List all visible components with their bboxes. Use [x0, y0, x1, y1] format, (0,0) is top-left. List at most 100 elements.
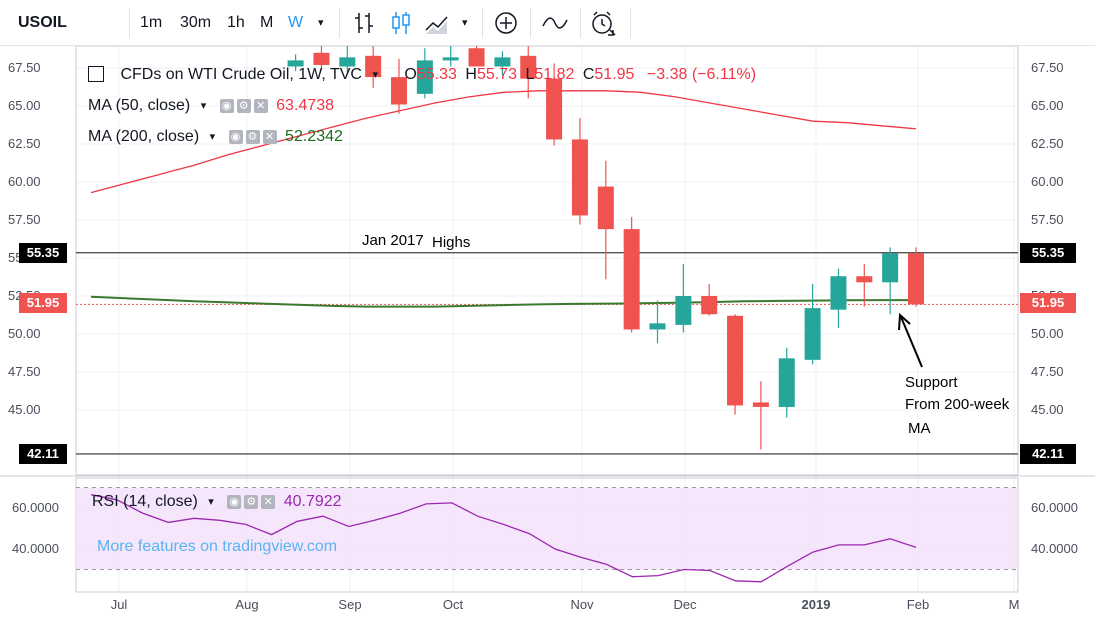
- gear-icon[interactable]: ⚙: [245, 130, 260, 144]
- price-tick-label-right: 50.00: [1031, 326, 1064, 341]
- chevron-down-icon[interactable]: ▾: [372, 69, 378, 81]
- time-tick-label: Oct: [443, 597, 464, 612]
- right-last-price-badge: 51.95: [1020, 293, 1076, 313]
- price-tick-label-left: 45.00: [8, 402, 41, 417]
- candle-body: [597, 186, 614, 230]
- low-label: L: [525, 66, 535, 83]
- eye-icon[interactable]: ◉: [227, 495, 242, 509]
- candle-body: [701, 296, 718, 315]
- time-tick-label: Aug: [235, 597, 258, 612]
- candle-body: [468, 48, 485, 67]
- ma50-legend[interactable]: MA (50, close) ▾ ◉ ⚙ ✕ 63.4738: [88, 95, 334, 117]
- toolbar-divider: [339, 8, 340, 38]
- price-tick-label-left: 47.50: [8, 364, 41, 379]
- chevron-down-icon[interactable]: ▾: [209, 131, 216, 143]
- candle-body: [571, 139, 588, 216]
- chevron-down-icon[interactable]: ▾: [200, 100, 207, 112]
- top-toolbar: USOIL 1m 30m 1h M W ▾ ▾: [0, 0, 1095, 46]
- rsi-line: [90, 494, 917, 583]
- candle-body: [778, 358, 795, 407]
- candle-body: [339, 57, 356, 67]
- main-series-legend[interactable]: CFDs on WTI Crude Oil, 1W, TVC ▾ O55.33 …: [88, 64, 756, 86]
- toolbar-divider: [630, 8, 631, 38]
- price-tick-label-right: 67.50: [1031, 60, 1064, 75]
- support-arrow[interactable]: [900, 316, 923, 368]
- low-value: 51.82: [534, 66, 575, 83]
- candle-body: [882, 253, 899, 283]
- right-level-badge-upper: 55.35: [1020, 243, 1076, 263]
- area-chart-style-icon[interactable]: [422, 8, 452, 38]
- time-tick-label: M: [1009, 597, 1020, 612]
- bar-chart-style-icon[interactable]: [350, 8, 380, 38]
- watermark-link[interactable]: More features on tradingview.com: [97, 538, 338, 555]
- ma200-legend[interactable]: MA (200, close) ▾ ◉ ⚙ ✕ 52.2342: [88, 126, 343, 148]
- gear-icon[interactable]: ⚙: [236, 99, 251, 113]
- chevron-down-icon[interactable]: ▾: [208, 496, 214, 508]
- alert-clock-icon[interactable]: [588, 8, 618, 38]
- close-icon[interactable]: ✕: [261, 495, 276, 509]
- interval-1h[interactable]: 1h: [227, 14, 245, 31]
- rsi-tick-label-left: 40.0000: [12, 541, 59, 556]
- close-label: C: [582, 66, 595, 83]
- candle-body: [442, 57, 459, 61]
- price-tick-label-left: 65.00: [8, 98, 41, 113]
- chart-style-dropdown-icon[interactable]: ▾: [462, 17, 468, 29]
- support-arrow-head: [898, 312, 911, 331]
- symbol-search[interactable]: USOIL: [18, 14, 67, 31]
- rsi-tick-label-right: 60.0000: [1031, 500, 1078, 515]
- eye-icon[interactable]: ◉: [228, 130, 243, 144]
- rsi-series: [90, 494, 917, 583]
- candle-body: [546, 78, 563, 140]
- eye-icon[interactable]: ◉: [219, 99, 234, 113]
- close-icon[interactable]: ✕: [262, 130, 277, 144]
- open-label: O: [404, 66, 417, 83]
- candle-body: [494, 57, 511, 67]
- left-last-price-badge: 51.95: [19, 293, 67, 313]
- toolbar-divider: [530, 8, 531, 38]
- annotation-support-1: Support: [905, 374, 958, 391]
- price-tick-label-right: 65.00: [1031, 98, 1064, 113]
- candle-body: [804, 308, 821, 360]
- price-tick-label-right: 62.50: [1031, 136, 1064, 151]
- right-level-badge-lower: 42.11: [1020, 444, 1076, 464]
- candle-body: [856, 276, 873, 283]
- time-tick-label: Sep: [338, 597, 361, 612]
- collapse-legend-icon[interactable]: [88, 66, 104, 82]
- open-value: 55.33: [416, 66, 457, 83]
- add-indicator-icon[interactable]: [491, 8, 521, 38]
- price-tick-label-right: 45.00: [1031, 402, 1064, 417]
- rsi-legend[interactable]: RSI (14, close) ▾ ◉ ⚙ ✕ 40.7922: [92, 491, 342, 513]
- annotation-jan-2017: Jan 2017: [362, 232, 424, 249]
- price-tick-label-right: 47.50: [1031, 364, 1064, 379]
- price-tick-label-left: 67.50: [8, 60, 41, 75]
- interval-1m[interactable]: 1m: [140, 14, 163, 31]
- intervals-dropdown-icon[interactable]: ▾: [318, 17, 324, 29]
- interval-30m[interactable]: 30m: [180, 14, 212, 31]
- rsi-tick-label-left: 60.0000: [12, 500, 59, 515]
- left-level-badge-lower: 42.11: [19, 444, 67, 464]
- horizontal-levels[interactable]: [76, 252, 1018, 455]
- candle-body: [365, 55, 382, 78]
- annotation-support-2: From 200-week: [905, 396, 1010, 413]
- time-tick-label: Jul: [111, 597, 128, 612]
- gear-icon[interactable]: ⚙: [244, 495, 259, 509]
- indicators-icon[interactable]: [540, 8, 570, 38]
- ma50-label: MA (50, close): [88, 97, 191, 114]
- rsi-tick-label-right: 40.0000: [1031, 541, 1078, 556]
- price-pane-border: [75, 45, 1019, 476]
- candles: [287, 0, 924, 450]
- annotation-support-3: MA: [908, 420, 931, 437]
- interval-week[interactable]: W: [288, 14, 304, 31]
- ma200-line: [90, 295, 916, 308]
- ma50-line: [90, 90, 917, 194]
- left-level-badge-upper: 55.35: [19, 243, 67, 263]
- price-tick-label-left: 62.50: [8, 136, 41, 151]
- candles-chart-style-icon[interactable]: [386, 8, 416, 38]
- candle-body: [752, 402, 769, 407]
- ma200-label: MA (200, close): [88, 128, 200, 145]
- candle-body: [727, 315, 744, 406]
- close-icon[interactable]: ✕: [253, 99, 268, 113]
- interval-month[interactable]: M: [260, 14, 274, 31]
- moving-averages: [90, 90, 917, 308]
